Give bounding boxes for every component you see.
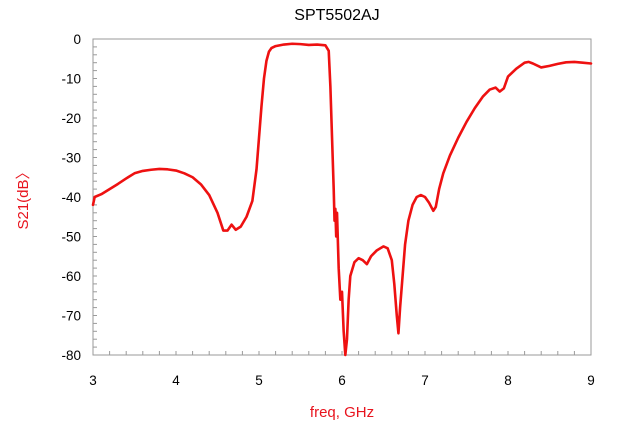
x-tick-label: 6 — [338, 373, 346, 388]
y-axis-label: S21(dB〉 — [15, 164, 32, 229]
x-axis-label: freq, GHz — [310, 404, 374, 421]
y-tick-label: -70 — [61, 309, 81, 324]
series-layer — [91, 42, 593, 357]
y-tick-label: -10 — [61, 72, 81, 87]
chart-title: SPT5502AJ — [294, 7, 379, 24]
series-line-s21 — [91, 42, 593, 357]
y-tick-label: -80 — [61, 348, 81, 363]
y-tick-label: -40 — [61, 190, 81, 205]
y-tick-label: 0 — [73, 32, 81, 47]
x-tick-label: 7 — [421, 373, 429, 388]
x-tick-label: 4 — [172, 373, 180, 388]
y-tick-labels: 0 -10 -20 -30 -40 -50 -60 -70 -80 — [61, 32, 81, 363]
y-tick-label: -60 — [61, 269, 81, 284]
x-tick-labels: 3 4 5 6 7 8 9 — [89, 373, 595, 388]
x-tick-label: 3 — [89, 373, 97, 388]
y-tick-label: -50 — [61, 230, 81, 245]
x-tick-label: 8 — [504, 373, 512, 388]
x-tick-label: 5 — [255, 373, 263, 388]
x-tick-label: 9 — [587, 373, 595, 388]
y-tick-label: -20 — [61, 111, 81, 126]
minor-ticks — [93, 46, 575, 355]
y-tick-label: -30 — [61, 151, 81, 166]
